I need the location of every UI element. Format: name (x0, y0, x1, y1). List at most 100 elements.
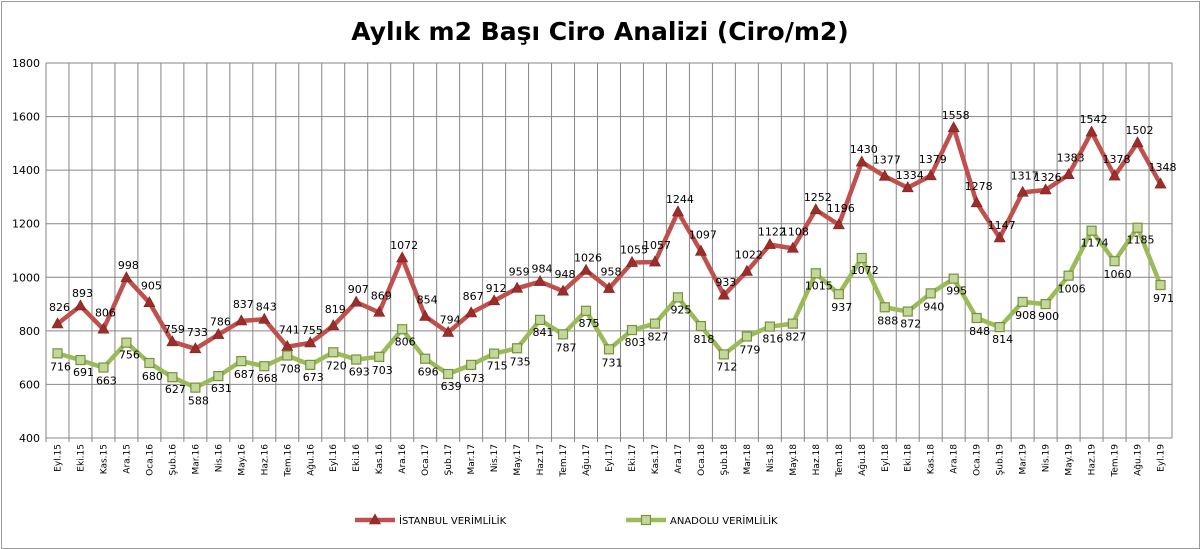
data-label: 1334 (896, 169, 924, 182)
data-label: 756 (119, 349, 140, 362)
x-tick-label: Ara.15 (122, 444, 132, 474)
data-point (443, 368, 454, 380)
data-point (580, 263, 593, 275)
data-label: 1244 (666, 193, 694, 206)
data-point (259, 361, 270, 372)
data-point (167, 372, 178, 383)
legend-label: ANADOLU VERİMLİLİK (670, 514, 778, 527)
data-point (305, 359, 316, 370)
data-label: 1006 (1058, 283, 1086, 296)
data-label: 998 (118, 259, 139, 272)
data-point (994, 322, 1005, 333)
data-label: 816 (762, 333, 783, 346)
data-label: 1348 (1149, 161, 1177, 174)
data-label: 1174 (1081, 237, 1109, 250)
data-point (625, 255, 638, 267)
data-label: 848 (969, 325, 990, 338)
data-label: 814 (992, 333, 1013, 346)
data-label: 803 (624, 336, 645, 349)
data-label: 841 (533, 326, 554, 339)
data-label: 588 (188, 395, 209, 408)
x-tick-label: Eyl.19 (1157, 444, 1167, 472)
data-point (648, 255, 661, 267)
data-point (1016, 185, 1029, 197)
data-label: 720 (326, 359, 347, 372)
data-point (374, 351, 385, 362)
data-point (235, 314, 248, 326)
x-tick-label: Eyl.17 (605, 444, 615, 472)
data-label: 731 (602, 356, 623, 369)
data-label: 827 (647, 331, 668, 344)
x-tick-label: Oca.17 (421, 444, 431, 476)
data-label: 696 (418, 366, 439, 379)
data-point (809, 203, 822, 215)
data-label: 1015 (805, 279, 833, 292)
data-label: 786 (210, 316, 231, 329)
data-point (466, 359, 477, 370)
data-label: 827 (785, 331, 806, 344)
data-label: 1383 (1057, 152, 1085, 165)
data-label: 1278 (965, 180, 993, 193)
x-tick-label: Haz.17 (536, 444, 546, 475)
data-label: 1097 (689, 228, 717, 241)
data-label: 673 (303, 371, 324, 384)
data-point (373, 305, 386, 317)
data-point (1063, 270, 1074, 281)
x-tick-label: Haz.19 (1088, 444, 1098, 476)
data-point (810, 268, 821, 279)
data-point (948, 273, 959, 284)
data-label: 759 (164, 323, 185, 336)
data-point (924, 169, 937, 181)
y-tick-label: 1400 (12, 164, 40, 177)
data-point (282, 350, 293, 361)
data-point (190, 382, 201, 393)
x-tick-label: Ağu.19 (1134, 444, 1144, 476)
x-tick-label: Oca.18 (697, 444, 707, 476)
data-label: 948 (555, 268, 576, 281)
data-label: 872 (900, 318, 921, 331)
data-label: 1122 (758, 226, 786, 239)
data-point (397, 324, 408, 335)
data-point (1109, 256, 1120, 267)
data-point (855, 155, 868, 167)
data-label: 691 (73, 366, 94, 379)
data-point (166, 335, 179, 347)
x-tick-label: Nis.16 (214, 444, 224, 473)
data-point (534, 314, 546, 325)
data-point (396, 251, 409, 263)
data-point (902, 306, 913, 317)
data-label: 1108 (781, 225, 809, 238)
data-label: 1055 (620, 244, 648, 257)
data-label: 1317 (1011, 169, 1039, 182)
data-label: 995 (946, 285, 967, 298)
data-point (787, 318, 798, 329)
data-label: 1430 (850, 143, 878, 156)
data-point (602, 281, 616, 293)
data-point (603, 344, 615, 355)
data-label: 631 (211, 382, 232, 395)
y-tick-label: 1600 (12, 111, 40, 124)
data-label: 673 (464, 372, 485, 385)
data-label: 703 (372, 364, 393, 377)
data-label: 867 (463, 290, 484, 303)
data-point (741, 331, 752, 342)
y-tick-label: 1000 (12, 271, 40, 284)
legend: İSTANBUL VERİMLİLİK ANADOLU VERİMLİLİK (355, 513, 778, 527)
data-point (465, 306, 478, 318)
x-tick-label: Kas.18 (927, 444, 937, 475)
data-label: 1147 (988, 219, 1016, 232)
x-tick-label: Eyl.18 (881, 444, 891, 472)
x-tick-label: Şub.19 (996, 444, 1006, 476)
data-point (695, 320, 707, 332)
data-label: 937 (831, 301, 852, 314)
y-tick-label: 400 (19, 432, 40, 445)
data-point (212, 327, 225, 339)
x-tick-label: Şub.18 (720, 444, 730, 476)
data-label: 905 (141, 280, 162, 293)
data-label: 837 (233, 298, 254, 311)
data-label: 806 (95, 306, 116, 319)
data-point (717, 288, 730, 300)
data-point (1017, 296, 1028, 308)
data-label: 958 (601, 266, 622, 279)
